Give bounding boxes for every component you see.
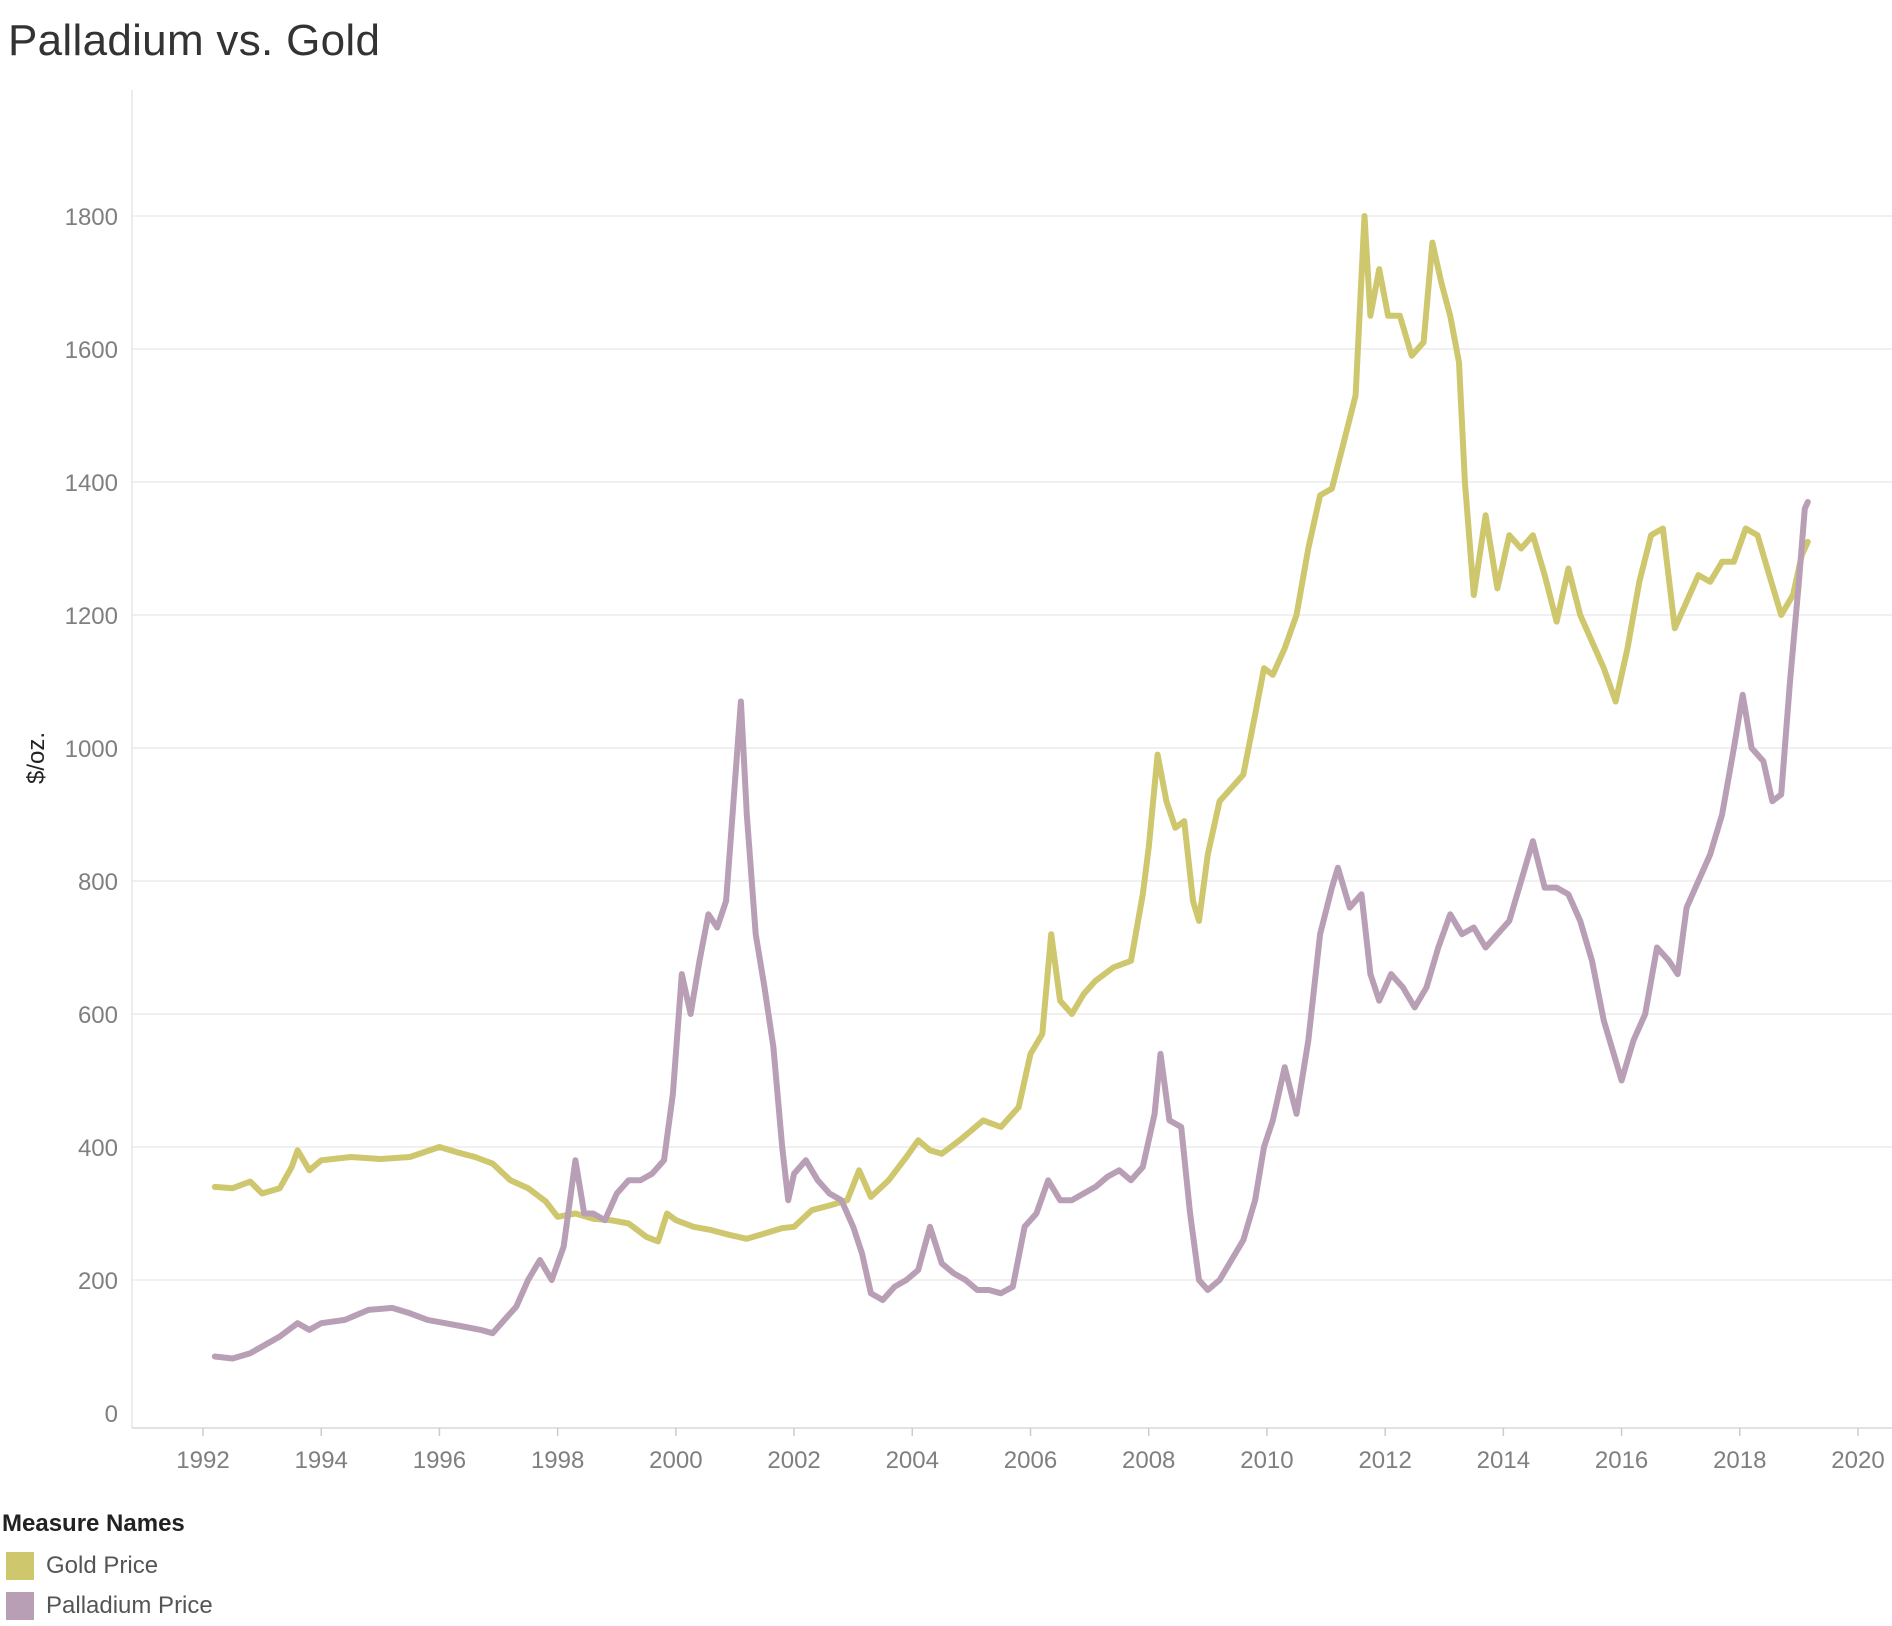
x-tick-label-2014: 2014	[1477, 1447, 1530, 1474]
x-tick-label-1992: 1992	[176, 1447, 229, 1474]
y-tick-label-800: 800	[78, 869, 118, 896]
y-tick-label-400: 400	[78, 1135, 118, 1162]
x-tick-label-2018: 2018	[1713, 1447, 1766, 1474]
legend-item-palladium[interactable]: Palladium Price	[2, 1586, 213, 1626]
y-tick-label-1400: 1400	[65, 470, 118, 497]
y-tick-label-0: 0	[105, 1401, 118, 1428]
legend-swatch-palladium	[6, 1592, 34, 1620]
legend-item-gold[interactable]: Gold Price	[2, 1546, 213, 1586]
y-tick-label-200: 200	[78, 1268, 118, 1295]
x-tick-label-2002: 2002	[767, 1447, 820, 1474]
series-line-palladium-price[interactable]	[211, 499, 1811, 1362]
legend: Measure Names Gold Price Palladium Price	[2, 1510, 213, 1626]
y-tick-label-1600: 1600	[65, 337, 118, 364]
y-tick-label-1000: 1000	[65, 736, 118, 763]
x-tick-label-1998: 1998	[531, 1447, 584, 1474]
y-tick-label-1800: 1800	[65, 204, 118, 231]
x-tick-label-2008: 2008	[1122, 1447, 1175, 1474]
y-axis-label: $/oz.	[23, 732, 50, 784]
x-tick-label-2012: 2012	[1358, 1447, 1411, 1474]
legend-label-gold: Gold Price	[46, 1552, 159, 1579]
x-tick-label-2000: 2000	[649, 1447, 702, 1474]
legend-title: Measure Names	[2, 1510, 185, 1537]
chart-title: Palladium vs. Gold	[8, 16, 381, 65]
x-tick-label-2010: 2010	[1240, 1447, 1293, 1474]
y-tick-label-600: 600	[78, 1002, 118, 1029]
series-lines	[211, 213, 1811, 1362]
legend-label-palladium: Palladium Price	[46, 1592, 213, 1619]
x-tick-label-2020: 2020	[1831, 1447, 1884, 1474]
y-tick-label-1200: 1200	[65, 603, 118, 630]
axes: 0 200 400 600 800 1000 1200 1400 1600 1800 1992 199…	[65, 90, 1892, 1474]
x-tick-label-2016: 2016	[1595, 1447, 1648, 1474]
x-tick-label-2006: 2006	[1004, 1447, 1057, 1474]
legend-swatch-gold	[6, 1552, 34, 1580]
x-tick-label-2004: 2004	[886, 1447, 939, 1474]
x-tick-label-1996: 1996	[413, 1447, 466, 1474]
x-tick-label-1994: 1994	[295, 1447, 348, 1474]
series-line-gold-price[interactable]	[211, 213, 1811, 1245]
gridlines	[132, 215, 1892, 1281]
